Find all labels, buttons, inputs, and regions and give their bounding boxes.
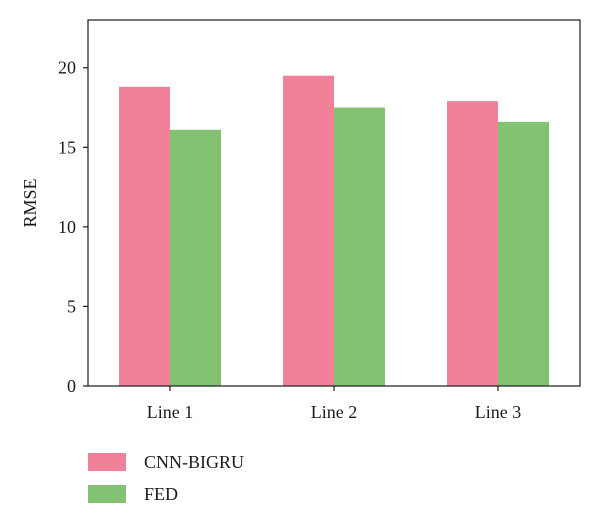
y-axis-label: RMSE bbox=[20, 178, 40, 227]
legend: CNN-BIGRU FED bbox=[88, 446, 244, 510]
bar-series1-1 bbox=[119, 86, 170, 387]
legend-label-1: FED bbox=[144, 483, 179, 504]
x-tick-label-2: Line 2 bbox=[311, 402, 358, 422]
bar-series1-2 bbox=[283, 75, 334, 387]
x-tick-label-1: Line 1 bbox=[147, 402, 194, 422]
legend-swatch-1 bbox=[88, 485, 126, 503]
y-tick-label-2: 10 bbox=[58, 217, 76, 237]
y-tick-label-0: 0 bbox=[67, 376, 76, 396]
plot-frame bbox=[87, 19, 581, 387]
y-tick-label-4: 20 bbox=[58, 58, 76, 78]
bar-chart: Line 1 Line 2 Line 3 0 5 10 15 20 RMSE bbox=[20, 19, 581, 422]
legend-swatch-0 bbox=[88, 453, 126, 471]
bar-series2-3 bbox=[498, 121, 549, 386]
axes-group: Line 1 Line 2 Line 3 0 5 10 15 20 bbox=[58, 19, 581, 422]
legend-item-1: FED bbox=[88, 478, 244, 510]
legend-item-0: CNN-BIGRU bbox=[88, 446, 244, 478]
y-tick-label-3: 15 bbox=[58, 137, 76, 157]
legend-label-0: CNN-BIGRU bbox=[144, 451, 245, 472]
bar-series2-2 bbox=[334, 107, 385, 387]
bar-series2-1 bbox=[170, 129, 221, 387]
y-tick-label-1: 5 bbox=[67, 296, 76, 316]
x-tick-label-3: Line 3 bbox=[475, 402, 522, 422]
bar-series1-3 bbox=[447, 101, 498, 386]
bars-group bbox=[119, 75, 549, 387]
